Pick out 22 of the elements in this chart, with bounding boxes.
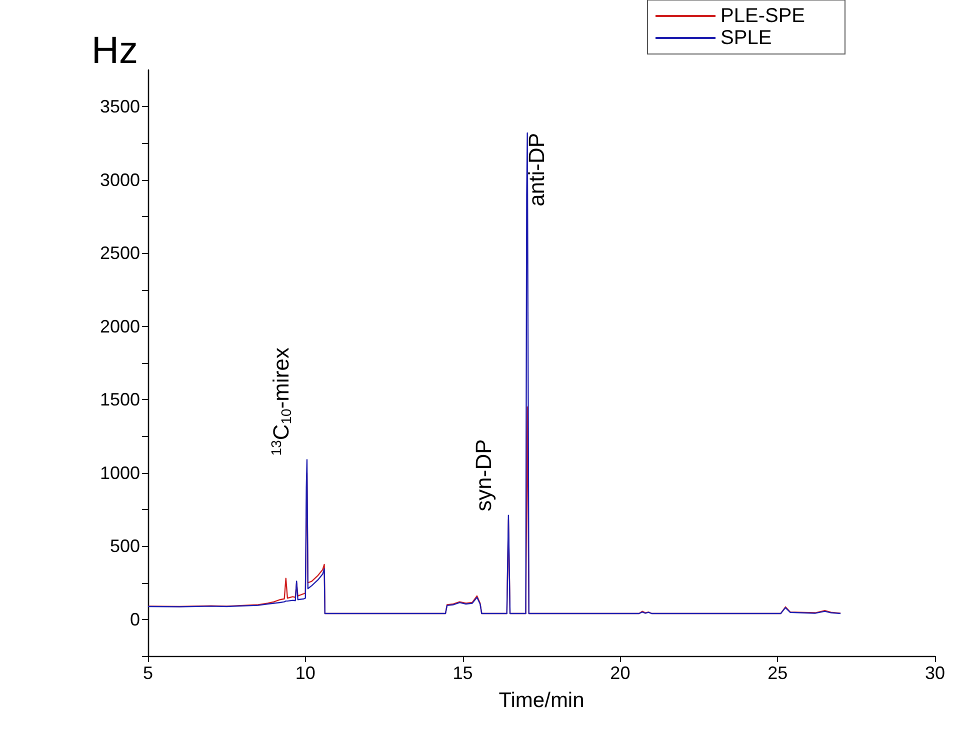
y-tick-label: 1500 (100, 390, 140, 410)
legend-label: PLE-SPE (720, 5, 805, 27)
annotation: anti-DP (524, 132, 549, 206)
y-tick-label: 3000 (100, 170, 140, 190)
y-tick-label: 3500 (100, 96, 140, 117)
legend-label: SPLE (720, 27, 772, 49)
x-tick-label: 25 (768, 663, 788, 683)
x-tick-label: 20 (610, 663, 630, 683)
y-tick-label: 1000 (100, 462, 140, 483)
x-axis-title: Time/min (498, 689, 584, 712)
annotation: 13C10-mirex (268, 348, 294, 456)
y-tick-label: 500 (110, 536, 140, 556)
y-tick-label: 2000 (100, 316, 140, 336)
annotation: syn-DP (470, 439, 496, 512)
x-tick-label: 30 (924, 663, 946, 683)
y-tick-label: 2500 (100, 243, 140, 264)
x-tick-label: 10 (295, 663, 316, 683)
y-axis-title: Hz (92, 30, 138, 72)
y-tick-label: 0 (130, 609, 140, 630)
x-tick-label: 5 (142, 663, 154, 683)
line-series (147, 132, 842, 614)
x-tick-label: 15 (452, 663, 473, 683)
